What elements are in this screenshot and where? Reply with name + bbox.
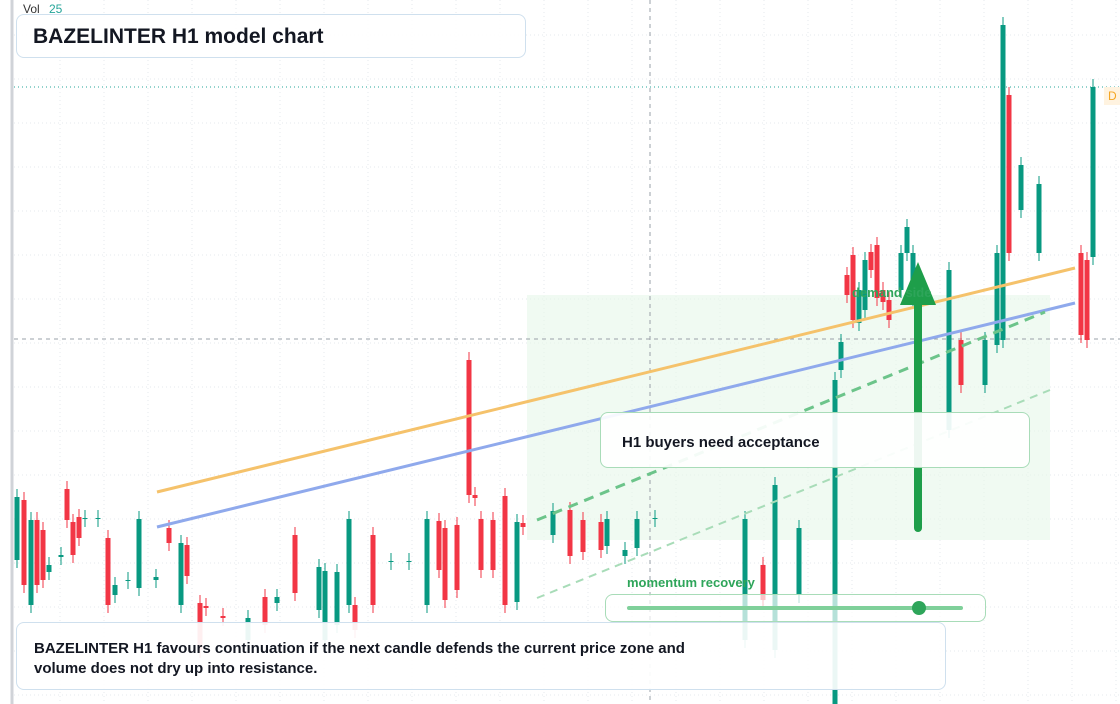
candle-body bbox=[346, 519, 352, 605]
candle-body bbox=[634, 519, 640, 548]
candle-body bbox=[874, 245, 880, 298]
candle-body bbox=[1078, 253, 1084, 335]
candle-body bbox=[1084, 260, 1090, 340]
candle-body bbox=[796, 528, 802, 595]
candle-body bbox=[178, 543, 184, 605]
candle-body bbox=[184, 545, 190, 576]
candle-body bbox=[95, 518, 101, 519]
candle-body bbox=[886, 300, 892, 320]
candle-body bbox=[520, 523, 526, 527]
candle-body bbox=[514, 522, 520, 602]
candle-body bbox=[82, 518, 88, 519]
volume-value: 25 bbox=[49, 2, 63, 16]
candle-body bbox=[322, 571, 328, 640]
candle-body bbox=[478, 519, 484, 570]
footnote: BAZELINTER H1 favours continuation if th… bbox=[16, 622, 946, 690]
candle-body bbox=[472, 495, 478, 498]
candle-body bbox=[442, 528, 448, 600]
volume-label: Vol bbox=[23, 2, 40, 16]
candle-body bbox=[958, 340, 964, 385]
candle-body bbox=[166, 528, 172, 543]
candle-body bbox=[40, 530, 46, 580]
candle-body bbox=[838, 342, 844, 370]
candle-body bbox=[760, 565, 766, 600]
candle-body bbox=[904, 227, 910, 253]
callout: H1 buyers need acceptance bbox=[600, 412, 1030, 468]
candle-body bbox=[844, 275, 850, 295]
candle-body bbox=[898, 253, 904, 290]
candle-body bbox=[292, 535, 298, 593]
candle-body bbox=[316, 567, 322, 610]
candle-body bbox=[454, 525, 460, 590]
arrow-head bbox=[900, 262, 936, 305]
candle-body bbox=[1018, 165, 1024, 210]
candle-body bbox=[34, 520, 40, 585]
candle-body bbox=[125, 580, 131, 581]
candle-body bbox=[14, 497, 20, 560]
candle-body bbox=[153, 577, 159, 580]
candle-body bbox=[21, 500, 27, 585]
candle-body bbox=[880, 290, 886, 302]
momentum-label: momentum recovery bbox=[627, 575, 755, 590]
candle-body bbox=[424, 519, 430, 605]
candle-body bbox=[604, 519, 610, 546]
candle-body bbox=[76, 517, 82, 538]
candle-body bbox=[58, 555, 64, 557]
candle-body bbox=[652, 518, 658, 519]
candle-body bbox=[112, 585, 118, 595]
candle-body bbox=[502, 496, 508, 605]
candle-body bbox=[622, 550, 628, 556]
candle-body bbox=[352, 605, 358, 630]
candle-body bbox=[490, 520, 496, 570]
candle-body bbox=[567, 510, 573, 556]
candle-body bbox=[598, 522, 604, 550]
price-tag-bg bbox=[1104, 87, 1120, 105]
candle-body bbox=[262, 597, 268, 625]
momentum-dot bbox=[912, 601, 926, 615]
candle-body bbox=[28, 520, 34, 605]
momentum-bar bbox=[627, 606, 963, 610]
price-tag: D bbox=[1108, 89, 1117, 103]
title: BAZELINTER H1 model chart bbox=[16, 14, 526, 58]
candle-body bbox=[466, 360, 472, 495]
footnote-text: BAZELINTER H1 favours continuation if th… bbox=[34, 640, 685, 677]
candle-body bbox=[1000, 25, 1006, 340]
candle-body bbox=[136, 519, 142, 588]
candle-body bbox=[772, 485, 778, 650]
candle-body bbox=[994, 253, 1000, 345]
candle-body bbox=[406, 561, 412, 562]
candle-body bbox=[64, 489, 70, 520]
candle-body bbox=[388, 561, 394, 562]
candle-body bbox=[856, 290, 862, 323]
candle-body bbox=[550, 511, 556, 535]
candle-body bbox=[1036, 184, 1042, 253]
candle-body bbox=[334, 572, 340, 625]
candle-body bbox=[832, 380, 838, 704]
candle-body bbox=[982, 340, 988, 385]
candle-body bbox=[105, 538, 111, 605]
candle-body bbox=[203, 606, 209, 608]
candle-body bbox=[850, 255, 856, 320]
candle-body bbox=[742, 519, 748, 640]
candle-body bbox=[436, 521, 442, 570]
candle-body bbox=[1006, 95, 1012, 253]
candle-body bbox=[580, 520, 586, 552]
candle-body bbox=[868, 252, 874, 270]
candle-body bbox=[1090, 87, 1096, 257]
zone-label: demand side bbox=[852, 285, 931, 300]
candle-body bbox=[862, 260, 868, 310]
candle-body bbox=[220, 616, 226, 618]
candle-body bbox=[370, 535, 376, 605]
candle-body bbox=[274, 597, 280, 603]
candle-body bbox=[46, 565, 52, 572]
candle-body bbox=[70, 522, 76, 555]
momentum-track bbox=[605, 594, 986, 622]
